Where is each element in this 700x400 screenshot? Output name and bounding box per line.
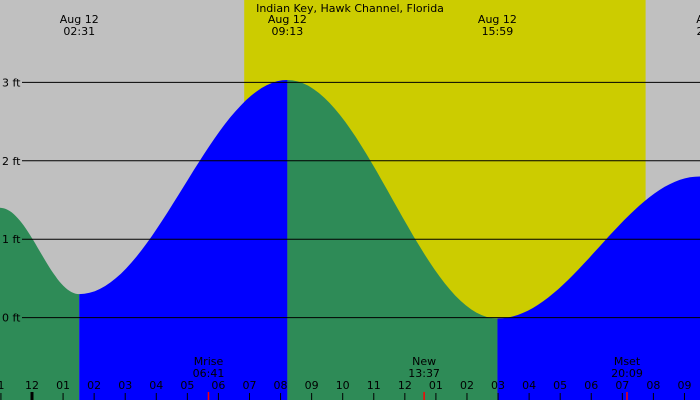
extreme-time-1: 09:13 (272, 25, 304, 38)
x-tick-label-21: 08 (646, 379, 660, 392)
x-tick-label-2: 01 (56, 379, 70, 392)
y-tick-label-3: 3 ft (2, 76, 21, 89)
labels: 0 ft1 ft2 ft3 ft1 12 01 02 03 04 05 06 07 08 09 10 1… (0, 13, 700, 400)
x-tick-label-9: 08 (274, 379, 288, 392)
extreme-time-2: 15:59 (482, 25, 514, 38)
extreme-time-0: 02:31 (63, 25, 95, 38)
falling-tide-segment-2 (287, 80, 498, 400)
extreme-date-1: Aug 12 (268, 13, 307, 26)
x-tick-label-6: 05 (180, 379, 194, 392)
x-tick-label-0: 1 (0, 379, 4, 392)
moon-event-time-0: 06:41 (193, 367, 225, 380)
extreme-date-3: A (696, 13, 700, 26)
rising-tide-segment-1 (79, 80, 288, 400)
x-tick-label-13: 12 (398, 379, 412, 392)
x-tick-label-7: 06 (211, 379, 225, 392)
rising-tide-segment-3 (497, 176, 700, 400)
x-tick-label-5: 04 (149, 379, 163, 392)
extreme-date-0: Aug 12 (60, 13, 99, 26)
x-tick-label-14: 01 (429, 379, 443, 392)
moon-event-time-2: 20:09 (611, 367, 643, 380)
moon-event-label-1: New (412, 355, 436, 368)
x-tick-label-10: 09 (305, 379, 319, 392)
tide-area (0, 80, 700, 400)
x-tick-label-4: 03 (118, 379, 132, 392)
chart-title: Indian Key, Hawk Channel, Florida (256, 2, 444, 15)
extreme-time-3: 2 (697, 25, 700, 38)
x-tick-label-20: 07 (615, 379, 629, 392)
x-tick-label-17: 04 (522, 379, 536, 392)
x-tick-label-15: 02 (460, 379, 474, 392)
x-tick-label-22: 09 (677, 379, 691, 392)
falling-tide-segment-0 (0, 207, 80, 400)
x-tick-label-3: 02 (87, 379, 101, 392)
x-tick-label-1: 12 (25, 379, 39, 392)
x-tick-label-8: 07 (242, 379, 256, 392)
moon-event-time-1: 13:37 (408, 367, 440, 380)
gridlines (22, 81, 700, 319)
moon-event-label-2: Mset (614, 355, 641, 368)
moon-event-label-0: Mrise (194, 355, 224, 368)
y-tick-label-0: 0 ft (2, 312, 21, 325)
x-tick-label-19: 06 (584, 379, 598, 392)
x-tick-label-12: 11 (367, 379, 381, 392)
x-tick-label-11: 10 (336, 379, 350, 392)
extreme-date-2: Aug 12 (478, 13, 517, 26)
y-tick-label-1: 1 ft (2, 233, 21, 246)
x-tick-label-16: 03 (491, 379, 505, 392)
y-tick-label-2: 2 ft (2, 155, 21, 168)
x-tick-label-18: 05 (553, 379, 567, 392)
